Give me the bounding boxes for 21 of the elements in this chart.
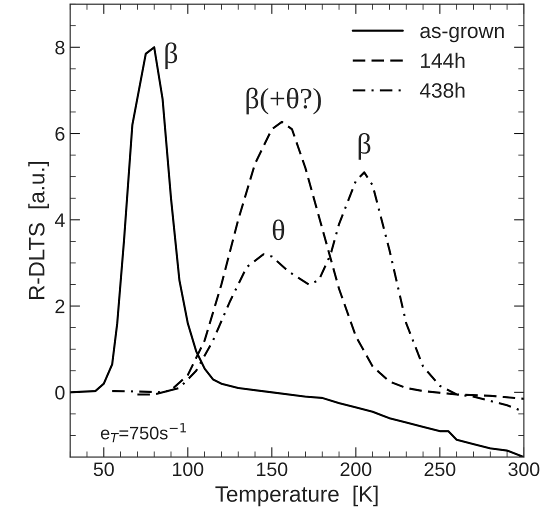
annotation: β — [165, 42, 178, 70]
annotation: e$_{T}$=750s$^{−1}$ — [100, 423, 186, 442]
legend-label: 144h — [421, 52, 464, 68]
y-tick-label: 2 — [55, 300, 64, 314]
x-tick-label: 150 — [257, 462, 288, 476]
annotation: θ — [272, 219, 284, 240]
y-axis-title: R-DLTS [a.u.] — [28, 162, 49, 299]
y-tick-label: 6 — [55, 127, 64, 141]
x-tick-label: 200 — [340, 462, 372, 476]
legend-label: as-grown — [420, 26, 504, 42]
x-tick-label: 50 — [94, 462, 114, 476]
x-tick-label: 250 — [424, 462, 456, 476]
legend-label: 438h — [420, 82, 464, 98]
annotation: β(+θ?) — [246, 88, 321, 114]
y-tick-label: 8 — [55, 40, 64, 55]
x-tick-label: 100 — [173, 462, 204, 476]
x-tick-label: 300 — [508, 462, 540, 476]
y-tick-label: 4 — [54, 213, 65, 227]
annotation: β — [358, 132, 370, 160]
y-tick-label: 0 — [55, 386, 65, 400]
x-axis-title: Temperature [K] — [215, 486, 378, 506]
